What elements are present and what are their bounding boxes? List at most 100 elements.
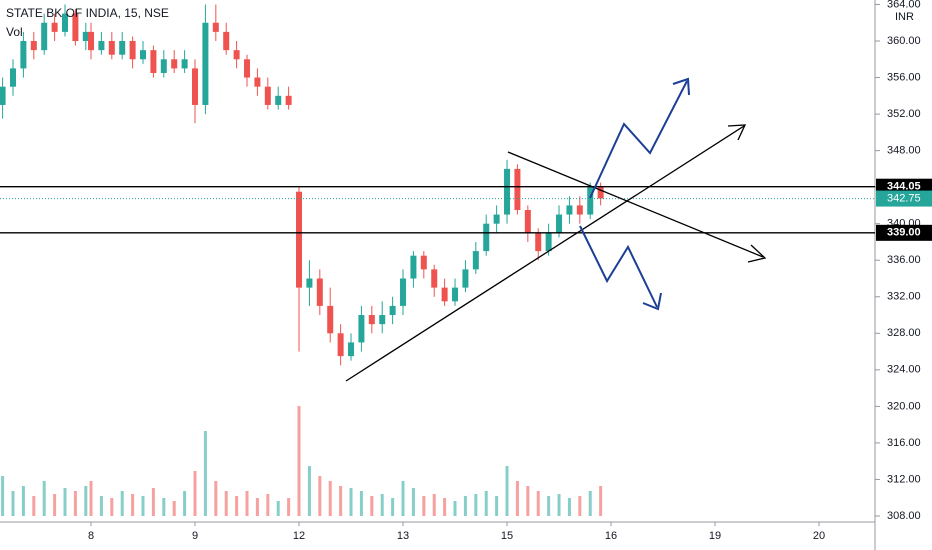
volume-bar — [99, 496, 103, 516]
x-tick-label: 12 — [293, 530, 305, 542]
candle-body — [472, 251, 479, 270]
candle-body — [41, 22, 48, 51]
volume-bar — [172, 501, 176, 516]
volume-bar — [505, 466, 509, 516]
volume-bar — [84, 486, 88, 516]
volume-bar — [203, 431, 207, 516]
level-label-box — [876, 224, 932, 241]
candle-body — [556, 214, 563, 233]
candle-body — [223, 31, 230, 51]
currency-box — [888, 9, 918, 25]
volume-bar — [349, 488, 353, 516]
y-tick-label: 352.00 — [887, 108, 921, 120]
volume-bar — [297, 406, 301, 516]
candle-body — [140, 50, 147, 60]
y-tick-label: 324.00 — [887, 364, 921, 376]
volume-bar — [411, 488, 415, 516]
candle-body — [72, 13, 79, 42]
volume-bar — [266, 494, 270, 516]
volume-bar — [63, 488, 67, 516]
drawings — [345, 77, 767, 382]
volume-bar — [110, 498, 114, 516]
volume-bar — [73, 491, 77, 516]
volume-bar — [401, 481, 405, 516]
candle-body — [119, 41, 126, 55]
candle-body — [566, 205, 573, 215]
volume-bar — [141, 496, 145, 516]
x-tick-label: 16 — [605, 530, 617, 542]
candle-body — [233, 50, 240, 60]
volume-bar — [245, 491, 249, 516]
volume-bar — [578, 496, 582, 516]
y-tick-label: 328.00 — [887, 327, 921, 339]
volume-bar — [183, 491, 187, 516]
x-tick-label: 9 — [192, 530, 198, 542]
y-tick-label: 356.00 — [887, 71, 921, 83]
volume-bar — [276, 501, 280, 516]
candle-body — [82, 31, 89, 42]
candle-body — [30, 41, 37, 51]
volume-bar — [89, 481, 93, 516]
candle-body — [348, 342, 355, 357]
level-label: 344.05 — [887, 181, 921, 193]
volume-bar — [443, 498, 447, 516]
candle-body — [514, 168, 521, 210]
volume-bar — [422, 496, 426, 516]
candle-body — [597, 187, 604, 199]
candle-body — [171, 59, 178, 69]
y-tick-label: 348.00 — [887, 145, 921, 157]
arrow-head — [672, 77, 690, 96]
projection-up — [589, 80, 688, 199]
volume-bar — [339, 486, 343, 516]
volume-bar — [370, 496, 374, 516]
volume-bar — [151, 488, 155, 516]
chart-title: STATE BK OF INDIA, 15, NSE — [6, 6, 169, 20]
marks — [0, 4, 875, 516]
volume-bar — [599, 486, 603, 516]
volume-bar — [536, 491, 540, 516]
volume-bar — [515, 481, 519, 516]
volume-bar — [380, 494, 384, 516]
candle-body — [524, 209, 531, 233]
volume-bar — [42, 481, 46, 516]
volume-bar — [162, 498, 166, 516]
last-price-box — [876, 190, 932, 207]
volume-bar — [255, 498, 259, 516]
candle-body — [337, 333, 344, 357]
y-tick-label: 336.00 — [887, 254, 921, 266]
volume-bar — [53, 494, 57, 516]
y-tick-label: 312.00 — [887, 473, 921, 485]
x-tick-label: 20 — [813, 530, 825, 542]
candle-body — [587, 187, 594, 215]
trend-line — [507, 151, 764, 258]
volume-bar — [359, 491, 363, 516]
arrow-head — [747, 244, 767, 263]
candle-body — [212, 22, 219, 32]
candle-body — [0, 86, 6, 105]
candle-body — [576, 205, 583, 215]
candle-body — [462, 269, 469, 288]
volume-bar — [318, 476, 322, 516]
candle-body — [254, 77, 261, 87]
volume-bar — [495, 496, 499, 516]
volume-bar — [32, 496, 36, 516]
volume-bar — [567, 498, 571, 516]
volume-bar — [193, 471, 197, 516]
candle-body — [202, 22, 209, 105]
candle-body — [400, 278, 407, 306]
candle-body — [192, 68, 199, 105]
y-tick-label: 316.00 — [887, 437, 921, 449]
candle-body — [410, 255, 417, 279]
volume-bar — [21, 486, 25, 516]
candle-body — [51, 22, 58, 32]
y-tick-label: 360.00 — [887, 35, 921, 47]
volume-bar — [474, 494, 478, 516]
candle-body — [10, 68, 17, 87]
volume-bar — [214, 481, 218, 516]
y-tick-label: 332.00 — [887, 291, 921, 303]
price-axis: 308.00 312.00 316.00 320.00 324.00 328.00 332.… — [88, 0, 932, 542]
candle-body — [160, 59, 167, 73]
volume-bar — [526, 486, 530, 516]
y-tick-label: 308.00 — [887, 510, 921, 522]
